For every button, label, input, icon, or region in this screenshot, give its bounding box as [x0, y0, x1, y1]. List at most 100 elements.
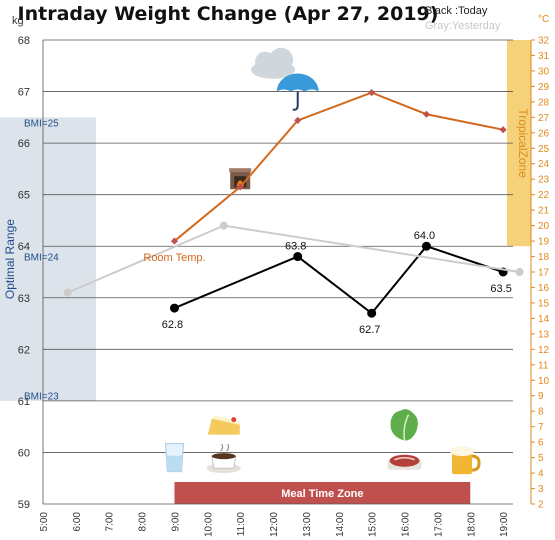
- y-tick-right: 19: [538, 237, 550, 248]
- y-tick-right: 9: [538, 391, 544, 402]
- label-layer: Meal Time Zone Optimal Range TropicalZone B…: [3, 108, 530, 500]
- steak-fat: [394, 457, 415, 461]
- cloud-icon: [243, 47, 304, 80]
- y-tick-right: 7: [538, 422, 544, 433]
- grid-layer: [43, 39, 513, 505]
- x-tick: 6:00: [72, 512, 83, 532]
- beer-icon: [450, 446, 481, 475]
- umbrella-icon: [276, 73, 319, 111]
- x-tick: 7:00: [105, 512, 116, 532]
- today-point: [293, 252, 303, 262]
- today-point: [421, 241, 431, 251]
- y-tick-left: 60: [18, 447, 30, 459]
- y-tick-right: 8: [538, 407, 544, 418]
- cake-body: [207, 418, 240, 435]
- optimal-range-band: [0, 117, 96, 401]
- chart-title: Intraday Weight Change (Apr 27, 2019): [18, 3, 439, 25]
- temp-point: [368, 89, 376, 97]
- temp-point: [236, 183, 244, 191]
- meal-zone-label: Meal Time Zone: [281, 488, 363, 500]
- fireplace-mantel: [229, 168, 252, 173]
- axes-layer: 5960616263646566676823456789101112131415…: [18, 35, 550, 537]
- y-tick-right: 12: [538, 345, 550, 356]
- lettuce-icon: [390, 409, 418, 441]
- beer-body: [452, 452, 473, 475]
- y-tick-left: 62: [18, 344, 30, 356]
- x-tick: 15:00: [368, 512, 379, 537]
- y-tick-right: 11: [538, 360, 549, 371]
- y-tick-right: 17: [538, 268, 550, 279]
- temp-point: [422, 110, 430, 118]
- series-line-room-temp: [173, 91, 504, 242]
- y-tick-right: 29: [538, 82, 550, 93]
- data-label: 62.8: [162, 319, 183, 331]
- x-tick: 5:00: [39, 512, 50, 532]
- y-tick-right: 22: [538, 190, 550, 201]
- x-tick: 9:00: [170, 512, 181, 532]
- x-tick: 18:00: [466, 512, 477, 537]
- y-tick-right: 6: [538, 438, 544, 449]
- y-tick-right: 5: [538, 453, 544, 464]
- cake-cherry: [231, 417, 237, 423]
- y-tick-right: 15: [538, 298, 550, 309]
- y-tick-right: 16: [538, 283, 550, 294]
- coffee-liquid: [211, 453, 236, 460]
- x-tick: 10:00: [203, 512, 214, 537]
- y-unit-left: kg: [12, 15, 24, 27]
- bmi-mark: BMI=23: [24, 392, 59, 403]
- beer-foam: [450, 446, 475, 457]
- x-tick: 19:00: [499, 512, 510, 537]
- bmi-mark: BMI=24: [24, 253, 59, 264]
- series-layer: [63, 89, 524, 318]
- y-tick-right: 27: [538, 113, 550, 124]
- y-tick-right: 13: [538, 329, 550, 340]
- yesterday-point: [515, 268, 524, 276]
- temp-point: [294, 116, 302, 124]
- y-unit-right: °C: [538, 14, 549, 25]
- y-tick-right: 20: [538, 221, 550, 232]
- y-tick-right: 28: [538, 97, 550, 108]
- x-tick: 14:00: [335, 512, 346, 537]
- data-label: 62.7: [359, 324, 380, 336]
- beer-handle: [471, 454, 481, 472]
- y-tick-right: 25: [538, 144, 550, 155]
- yesterday-point: [63, 288, 72, 297]
- steak-meat: [389, 454, 420, 467]
- meal-time-band: [174, 482, 471, 504]
- band-layer: [0, 40, 531, 504]
- y-tick-left: 66: [18, 138, 30, 150]
- temp-point: [170, 237, 179, 245]
- x-tick: 11:00: [236, 512, 247, 537]
- data-label: 64.0: [414, 230, 435, 242]
- tropical-zone-label: TropicalZone: [516, 108, 530, 178]
- umbrella-canopy: [276, 73, 319, 92]
- y-tick-left: 65: [18, 190, 30, 202]
- water-glass-icon: [164, 443, 185, 473]
- y-tick-right: 30: [538, 66, 550, 77]
- cloud-part: [269, 47, 294, 72]
- y-tick-left: 61: [18, 396, 30, 408]
- legend-today: Black :Today: [425, 5, 488, 17]
- room-temp-label: Room Temp.: [143, 252, 205, 264]
- x-tick: 12:00: [269, 512, 280, 537]
- x-tick: 8:00: [138, 512, 149, 532]
- y-tick-right: 23: [538, 175, 550, 186]
- y-tick-right: 31: [538, 51, 550, 62]
- y-tick-left: 59: [18, 499, 30, 511]
- temp-point: [499, 126, 507, 134]
- icon-layer: [164, 47, 481, 475]
- coffee-icon: [206, 443, 241, 474]
- today-point: [367, 308, 377, 318]
- y-tick-left: 67: [18, 87, 30, 99]
- y-tick-right: 14: [538, 314, 550, 325]
- umbrella-handle: [292, 105, 299, 111]
- y-tick-left: 68: [18, 35, 30, 47]
- y-tick-right: 21: [538, 206, 550, 217]
- bmi-mark: BMI=25: [24, 118, 59, 129]
- y-tick-left: 63: [18, 293, 30, 305]
- data-label: 63.5: [490, 283, 511, 295]
- x-tick: 13:00: [302, 512, 313, 537]
- x-tick: 17:00: [433, 512, 444, 537]
- y-tick-right: 24: [538, 159, 550, 170]
